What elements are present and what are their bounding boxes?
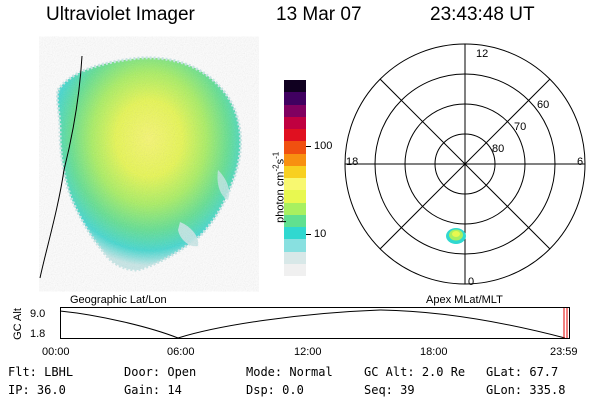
mlt-label-6: 6 xyxy=(577,156,584,168)
timeline-right-label: Apex MLat/MLT xyxy=(426,294,503,306)
colorbar xyxy=(284,80,306,276)
ip-value: 36.0 xyxy=(36,383,66,397)
colorbar-segment xyxy=(284,190,306,203)
colorbar-tick-mark xyxy=(306,146,311,147)
mlt-label-12: 12 xyxy=(476,48,489,60)
lat-label-70: 70 xyxy=(514,121,527,133)
seq-value: 39 xyxy=(400,383,415,397)
colorbar-segment xyxy=(284,239,306,252)
colorbar-segment xyxy=(284,202,306,215)
colorbar-segment xyxy=(284,141,306,154)
door-value: Open xyxy=(167,365,197,379)
mlt-label-18: 18 xyxy=(346,156,359,168)
timeline-left-label: Geographic Lat/Lon xyxy=(70,294,167,306)
timeline-xtick: 18:00 xyxy=(420,346,448,358)
colorbar-segment xyxy=(284,104,306,117)
timeline-xtick: 12:00 xyxy=(294,346,322,358)
filter-value: LBHL xyxy=(44,365,74,379)
mode-readout: Mode: Normal xyxy=(246,365,333,379)
glat-readout: GLat: 67.7 xyxy=(486,365,559,379)
colorbar-segment xyxy=(284,251,306,264)
gain-value: 14 xyxy=(167,383,182,397)
lat-label-80: 80 xyxy=(492,143,505,155)
colorbar-segment xyxy=(284,129,306,142)
polar-aurora-spot xyxy=(446,228,466,244)
ip-readout: IP: 36.0 xyxy=(8,383,66,397)
dsp-readout: Dsp: 0.0 xyxy=(246,383,304,397)
timeline-axis-title: GC Alt xyxy=(12,308,24,340)
colorbar-segment xyxy=(284,92,306,105)
altitude-curve xyxy=(59,309,566,339)
timeline-xtick: 23:59 xyxy=(550,346,578,358)
glat-value: 67.7 xyxy=(529,365,559,379)
colorbar-tick-mark xyxy=(306,234,311,235)
glon-value: 335.8 xyxy=(529,383,566,397)
timeline-ytick-min: 1.8 xyxy=(30,328,46,340)
instrument-title: Ultraviolet Imager xyxy=(46,4,195,25)
geographic-uv-image xyxy=(39,55,243,279)
mode-value: Normal xyxy=(289,365,333,379)
timeline-xtick: 00:00 xyxy=(42,346,70,358)
glon-readout: GLon: 335.8 xyxy=(486,383,566,397)
colorbar-segment xyxy=(284,80,306,93)
time-label: 23:43:48 UT xyxy=(430,4,535,25)
timeline-ytick-max: 9.0 xyxy=(30,308,46,320)
colorbar-label: photon cm-2s-1 xyxy=(271,151,287,223)
gc-alt-readout: GC Alt: 2.0 Re xyxy=(364,365,466,379)
door-readout: Door: Open xyxy=(124,365,197,379)
gain-readout: Gain: 14 xyxy=(124,383,182,397)
date-label: 13 Mar 07 xyxy=(276,4,362,25)
seq-readout: Seq: 39 xyxy=(364,383,415,397)
colorbar-segment xyxy=(284,116,306,129)
colorbar-segment xyxy=(284,153,306,166)
timeline-xtick: 06:00 xyxy=(167,346,195,358)
filter-readout: Flt: LBHL xyxy=(8,365,74,379)
dsp-value: 0.0 xyxy=(282,383,304,397)
colorbar-tick-label: 10 xyxy=(314,228,327,240)
altitude-timeline xyxy=(59,307,570,339)
colorbar-segment xyxy=(284,178,306,191)
timeline-frame xyxy=(60,307,570,339)
lat-label-60: 60 xyxy=(537,99,550,111)
colorbar-segment xyxy=(284,214,306,227)
colorbar-segment xyxy=(284,263,306,276)
mlt-label-0: 0 xyxy=(468,276,475,288)
colorbar-segment xyxy=(284,165,306,178)
gc-alt-value: 2.0 Re xyxy=(421,365,466,379)
polar-diagonal xyxy=(379,78,551,250)
polar-mlat-mlt-plot xyxy=(344,43,586,285)
colorbar-segment xyxy=(284,227,306,240)
colorbar-tick-label: 100 xyxy=(314,140,333,152)
